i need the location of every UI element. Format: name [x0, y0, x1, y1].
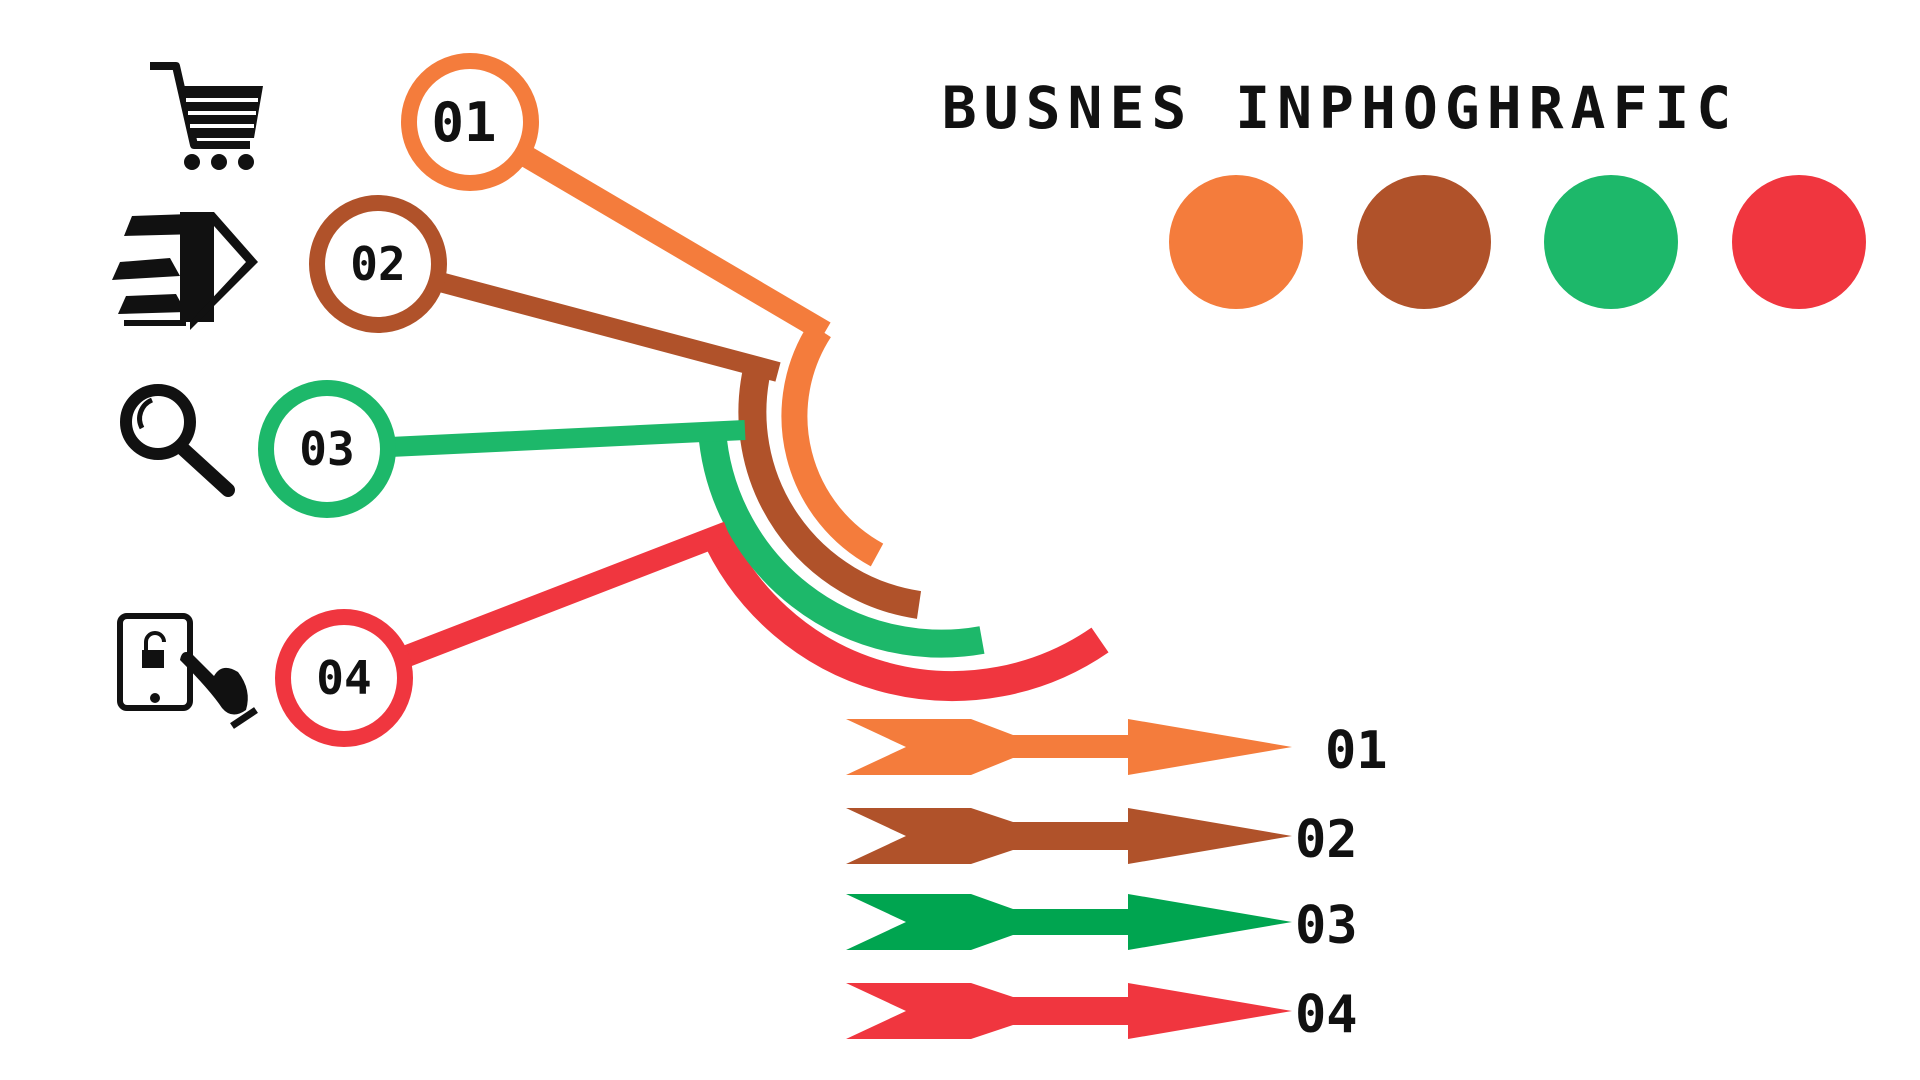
ring-circle: [275, 609, 413, 747]
arrow-shape: [846, 808, 1292, 864]
legend: 01 02 03 04: [846, 719, 1388, 1045]
connector-lines: [389, 138, 831, 669]
magnifier-search-icon: [120, 384, 235, 497]
ring-02: 02: [309, 195, 447, 333]
swatch-brown: [1357, 175, 1491, 309]
color-swatches: [1169, 175, 1866, 309]
legend-label: 01: [1325, 721, 1388, 781]
ring-04: 04: [275, 609, 413, 747]
tablet-unlock-hand-icon: [117, 613, 258, 729]
number-rings: 01 02 03 04: [258, 53, 539, 747]
ring-03: 03: [258, 380, 396, 518]
legend-arrow-01: 01: [846, 719, 1388, 781]
arc-red: [700, 523, 1109, 702]
connector-02: [437, 272, 781, 382]
fast-document-icon: [112, 212, 258, 330]
ring-01: 01: [401, 53, 539, 191]
hub-arcs: [698, 322, 1109, 702]
arrow-shape: [846, 983, 1292, 1039]
legend-label: 02: [1295, 810, 1358, 870]
connector-04: [398, 521, 732, 669]
arc-brown: [738, 366, 922, 619]
infographic-title: BUSNES INPHOGHRAFIC: [942, 74, 1738, 142]
ring-number: 03: [299, 422, 354, 476]
arrow-shape: [846, 894, 1292, 950]
legend-arrow-04: 04: [846, 983, 1358, 1045]
swatch-red: [1732, 175, 1866, 309]
ring-number: 01: [431, 91, 496, 154]
arrow-shape: [846, 719, 1292, 775]
arc-orange: [781, 322, 884, 567]
ring-circle: [258, 380, 396, 518]
swatch-orange: [1169, 175, 1303, 309]
shopping-cart-icon: [150, 62, 263, 170]
legend-arrow-03: 03: [846, 894, 1358, 956]
connector-03: [389, 420, 746, 457]
ring-circle: [309, 195, 447, 333]
ring-number: 04: [316, 651, 371, 705]
ring-number: 02: [350, 237, 405, 291]
legend-label: 04: [1295, 985, 1358, 1045]
connector-01: [506, 138, 831, 342]
legend-label: 03: [1295, 896, 1358, 956]
ring-circle: [401, 53, 539, 191]
arc-green: [698, 428, 985, 658]
legend-arrow-02: 02: [846, 808, 1358, 870]
swatch-green: [1544, 175, 1678, 309]
